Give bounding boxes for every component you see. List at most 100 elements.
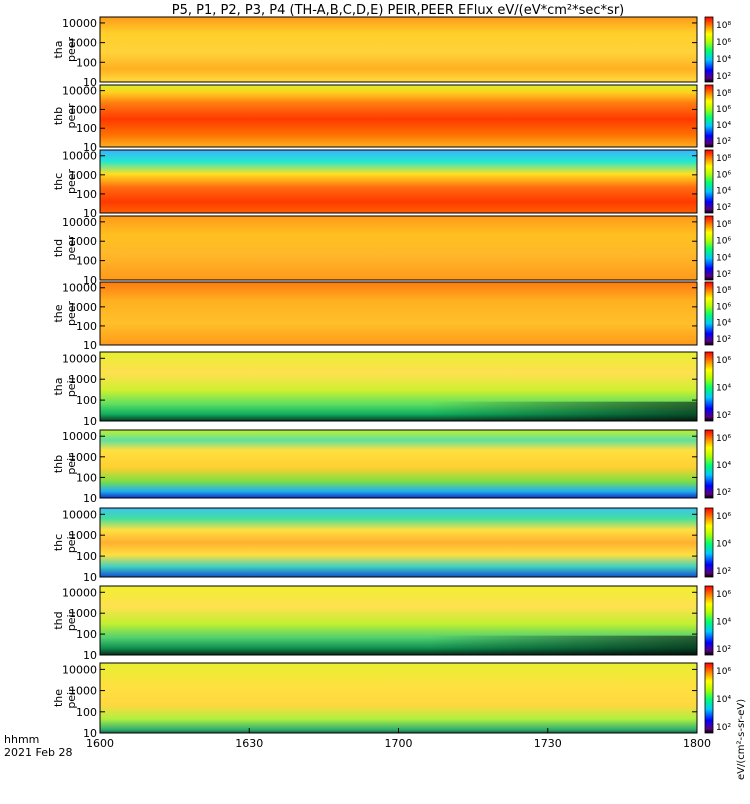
colorbar-tick-label: 10⁶ [716,302,731,312]
panel-frame [99,149,698,214]
panel-probe-label: thb [52,455,65,473]
y-tick-label: 10000 [62,282,97,295]
y-tick-label: 100 [76,320,97,333]
colorbar-tick-label: 10⁴ [716,187,731,197]
panel-probe-label: thd [52,239,65,257]
spectrogram-image [100,282,697,345]
y-tick-label: 1000 [69,301,97,314]
colorbar-tick-label: 10² [716,270,731,280]
panel-probe-label: thb [52,107,65,125]
panel-tha-peer: 10 100 1000 10000 tha peer 10² 10⁴ 10⁶ 10⁸ [52,16,731,89]
colorbar [704,585,714,656]
spectrogram-image [100,508,697,577]
panel-frame [99,215,698,281]
panel-species-label: peir [65,453,78,475]
panel-tha-peir: 10 100 1000 10000 tha peir 10² 10⁴ 10⁶ [52,351,731,428]
spectrogram-image [100,150,697,213]
spectrogram-image [100,17,697,82]
y-tick-label: 10 [83,727,97,740]
x-tick-label: 1600 [86,737,114,750]
y-tick-label: 10 [83,141,97,154]
colorbar-tick-label: 10⁴ [716,618,731,628]
colorbar-tick-label: 10⁶ [716,38,731,48]
y-tick-label: 100 [76,550,97,563]
panel-species-label: peir [65,687,78,709]
panel-frame [99,16,698,83]
panel-species-label: peer [65,103,78,129]
colorbar-tick-label: 10⁸ [716,21,731,31]
y-tick-label: 10 [83,339,97,352]
colorbar-tick-label: 10⁴ [716,55,731,65]
colorbar-tick-label: 10⁶ [716,170,731,180]
panel-the-peer: 10 100 1000 10000 the peer 10² 10⁴ 10⁶ 10⁸ [52,281,731,352]
y-tick-label: 1000 [69,235,97,248]
panel-thd-peer: 10 100 1000 10000 thd peer 10² 10⁴ 10⁶ 10⁸ [52,215,731,287]
x-tick-label: 1730 [534,737,562,750]
colorbar [704,351,714,422]
colorbar-tick-label: 10² [716,72,731,82]
colorbar-tick-label: 10⁶ [716,512,731,522]
colorbar-tick-label: 10² [716,723,731,733]
x-axis-label: hhmm [4,733,39,746]
colorbar-tick-label: 10² [716,645,731,655]
y-tick-label: 1000 [69,607,97,620]
panel-probe-label: thc [52,534,65,551]
low-count-region [100,401,697,421]
colorbar-tick-label: 10⁶ [716,590,731,600]
colorbar-tick-label: 10² [716,488,731,498]
panel-species-label: peir [65,375,78,397]
spectrogram-image [100,430,697,498]
y-tick-label: 10 [83,649,97,662]
colorbar-tick-label: 10⁸ [716,286,731,296]
colorbar-tick-label: 10⁶ [716,237,731,247]
y-tick-label: 10 [83,274,97,287]
colorbar-tick-label: 10⁴ [716,695,731,705]
y-tick-label: 1000 [69,451,97,464]
y-tick-label: 1000 [69,373,97,386]
y-tick-label: 10000 [62,150,97,163]
colorbar-tick-label: 10⁸ [716,220,731,230]
panel-species-label: peir [65,609,78,631]
panel-thb-peer: 10 100 1000 10000 thb peer 10² 10⁴ 10⁶ 10⁸ [52,84,731,154]
colorbar [704,84,714,148]
colorbar-tick-label: 10⁸ [716,154,731,164]
panel-species-label: peir [65,531,78,553]
panel-probe-label: tha [52,377,65,395]
panel-thb-peir: 10 100 1000 10000 thb peir 10² 10⁴ 10⁶ [52,429,731,505]
panel-probe-label: the [52,304,65,322]
y-tick-label: 10000 [62,663,97,676]
y-tick-label: 1000 [69,103,97,116]
y-tick-label: 10000 [62,508,97,521]
x-tick-label: 1630 [235,737,263,750]
panel-probe-label: thc [52,173,65,190]
y-tick-label: 100 [76,394,97,407]
colorbar [704,215,714,281]
x-tick-label: 1800 [683,737,711,750]
colorbar-tick-label: 10⁴ [716,253,731,263]
colorbar-tick-label: 10⁶ [716,356,731,366]
y-tick-label: 10000 [62,352,97,365]
y-tick-label: 1000 [69,529,97,542]
colorbar-label: eV/(cm²-s-sr-eV) [736,699,747,780]
spectrogram-image [100,85,697,147]
colorbar-tick-label: 10⁶ [716,667,731,677]
panel-frame [99,585,698,656]
colorbar-tick-label: 10² [716,567,731,577]
colorbar-tick-label: 10⁶ [716,105,731,115]
panel-species-label: peer [65,301,78,327]
colorbar-tick-label: 10² [716,335,731,345]
x-tick-label: 1700 [385,737,413,750]
y-tick-label: 1000 [69,37,97,50]
colorbar-tick-label: 10⁴ [716,319,731,329]
y-tick-label: 10000 [62,586,97,599]
colorbar [704,16,714,83]
y-tick-label: 10 [83,415,97,428]
x-axis: 1600 1630 1700 1730 1800 [86,728,711,750]
colorbar-tick-label: 10² [716,411,731,421]
y-tick-label: 100 [76,122,97,135]
y-tick-label: 100 [76,471,97,484]
colorbar-tick-label: 10⁴ [716,121,731,131]
panel-probe-label: thd [52,611,65,629]
